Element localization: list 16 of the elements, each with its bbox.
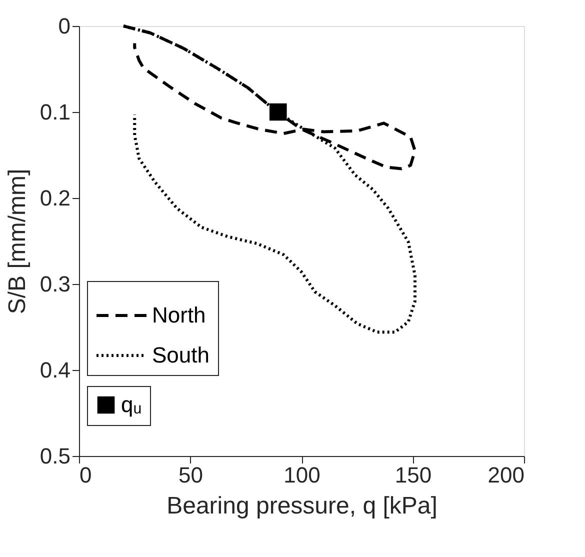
legend-label: qᵤ: [121, 392, 142, 417]
x-tick-label: 0: [80, 462, 92, 488]
legend-label: North: [152, 302, 206, 328]
x-axis-title: Bearing pressure, q [kPa]: [166, 492, 438, 520]
y-tick-label: 0.3: [40, 272, 70, 296]
x-tick-label: 200: [488, 462, 524, 488]
y-tick-label: 0: [58, 14, 70, 38]
y-tick-label: 0.2: [40, 186, 70, 210]
legend-label: South: [152, 342, 210, 368]
x-tick-label: 50: [178, 462, 203, 488]
y-axis-title: S/B [mm/mm]: [4, 168, 31, 314]
y-tick-label: 0.4: [40, 358, 70, 382]
y-tick-label: 0.5: [40, 444, 70, 468]
y-tick-label: 0.1: [40, 100, 70, 124]
x-tick-label: 150: [394, 462, 432, 488]
x-tick-label: 100: [284, 462, 320, 488]
